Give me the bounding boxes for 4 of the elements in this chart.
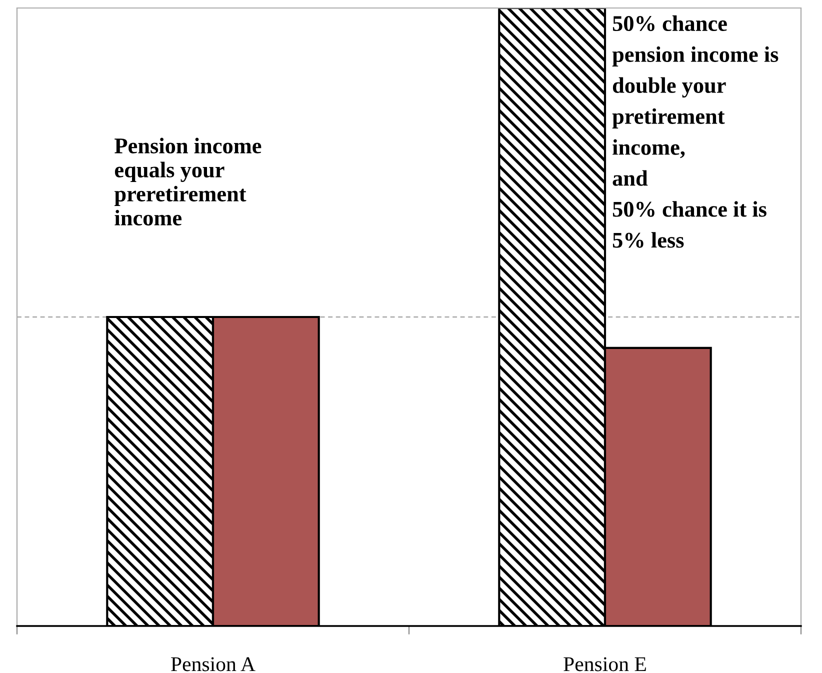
x-tick-label: Pension A bbox=[171, 657, 256, 672]
annotation: Pension income equals your preretirement income bbox=[114, 138, 262, 226]
x-tick-label: Pension E bbox=[564, 657, 646, 672]
annotation: 50% chance pension income is double your pretirement income, and 50% chance it is 5% less bbox=[612, 15, 778, 248]
